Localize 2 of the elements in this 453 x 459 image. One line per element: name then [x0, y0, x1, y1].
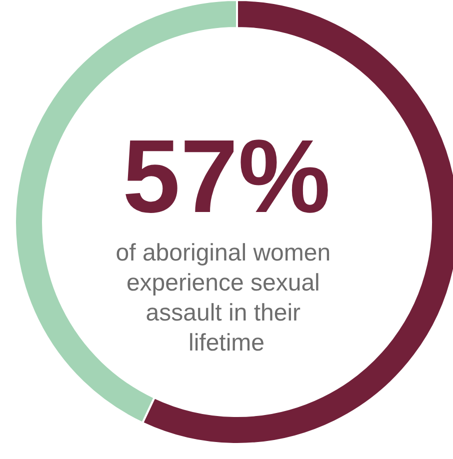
data-label: 57% — [122, 119, 331, 235]
text: of aboriginal women experience sexual assault in their lifetime — [116, 240, 338, 356]
